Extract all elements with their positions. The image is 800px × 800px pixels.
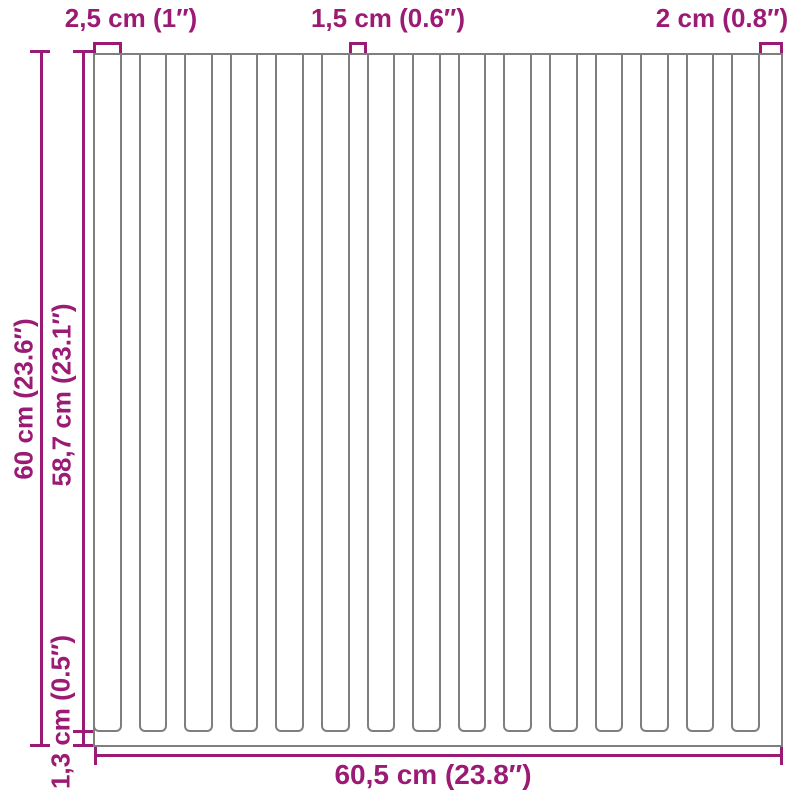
dimension-line-total-height (39, 53, 43, 746)
slat (93, 53, 122, 732)
slat (138, 53, 168, 732)
dimension-line-base-height (82, 731, 85, 745)
slat (366, 53, 396, 732)
label-base-height: 1,3 cm (0.5″) (45, 634, 76, 790)
dimension-tick-total-width-right (780, 747, 783, 765)
slat (549, 53, 578, 732)
slat (412, 53, 441, 732)
dimension-bracket-end-width (759, 42, 783, 53)
slat (503, 53, 532, 732)
slat (229, 53, 259, 732)
slat (640, 53, 669, 732)
label-gap-width: 1,5 cm (0.6″) (310, 3, 466, 33)
dimension-tick-base-height-bottom (72, 743, 93, 747)
dimension-tick-total-height-top (30, 50, 50, 53)
dimension-tick-total-height-bottom (30, 743, 50, 747)
label-end-width: 2 cm (0.8″) (655, 3, 789, 33)
label-slat-width: 2,5 cm (1″) (64, 3, 198, 33)
dimension-tick-total-width-left (94, 747, 97, 765)
slat (457, 53, 487, 732)
dimension-line-slat-height (82, 53, 85, 731)
label-total-height: 60 cm (23.6″) (8, 318, 39, 480)
slat (321, 53, 350, 732)
slat (685, 53, 715, 732)
dimension-tick-slat-height-top (72, 50, 93, 53)
dimension-bracket-gap-width (349, 42, 367, 53)
slat (184, 53, 213, 732)
dimension-line-total-width (95, 754, 783, 757)
slat (275, 53, 304, 732)
label-total-width: 60,5 cm (23.8″) (334, 759, 532, 790)
slat (731, 53, 760, 732)
label-slat-height: 58,7 cm (23.1″) (46, 303, 77, 487)
slat (594, 53, 624, 732)
dimension-bracket-slat-width (93, 42, 122, 53)
